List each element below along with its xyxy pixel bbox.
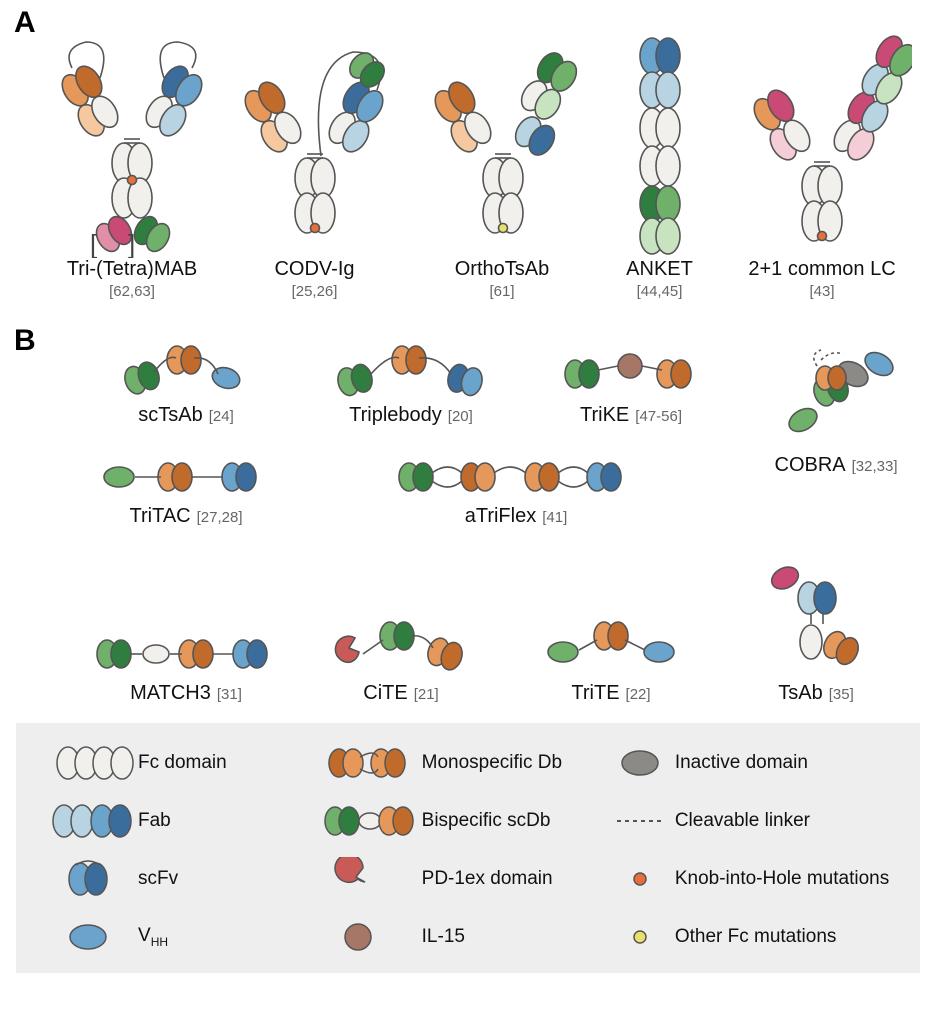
fig-b-3-label: COBRA [775,454,846,476]
fig-a-4: 2+1 common LC [43] [732,28,912,300]
fig-b-3: COBRA [32,33] [736,334,936,477]
fig-a-1-label: CODV-Ig [274,258,354,281]
legend-fab-label: Fab [138,810,171,832]
fig-b-1-ref: [20] [448,408,473,425]
legend-cleavable-label: Cleavable linker [675,810,810,832]
panel-a-letter: A [14,6,36,40]
legend-monodb-icon [312,741,422,785]
fig-b-8-label: TriTE [571,682,619,704]
fig-b-4-label: TriTAC [130,505,191,527]
legend-scfv-icon [38,857,138,901]
fig-a-0: [ ] Tri-(Tetra)MAB [62,63] [52,28,212,300]
legend-fc-label: Fc domain [138,752,227,774]
fig-b-6-ref: [31] [217,686,242,703]
svg-text:]: ] [128,229,135,258]
fig-b-1-label: Triplebody [349,404,442,426]
fig-a-1: CODV-Ig [25,26] [235,28,395,300]
fig-b-5-ref: [41] [542,509,567,526]
legend-knob-label: Knob-into-Hole mutations [675,868,889,890]
fig-b-9-ref: [35] [829,686,854,703]
fig-b-1: Triplebody [20] [296,334,526,427]
fig-a-0-label: Tri-(Tetra)MAB [67,258,197,281]
legend-fab-icon [38,799,138,843]
fig-b-8: TriTE [22] [506,610,716,705]
fig-b-9-label: TsAb [778,682,822,704]
fig-b-7: CiTE [21] [296,610,506,705]
panel-b-letter: B [14,324,36,358]
fig-b-2: TriKE [47-56] [526,334,736,427]
legend-knob-icon [605,857,675,901]
legend-inactive-icon [605,741,675,785]
svg-text:[: [ [90,229,98,258]
legend-cleavable-icon [605,799,675,843]
legend-other-icon [605,915,675,959]
fig-b-4-ref: [27,28] [197,509,243,526]
fig-a-0-ref: [62,63] [109,283,155,300]
legend-biscdb-icon [312,799,422,843]
fig-a-4-ref: [43] [809,283,834,300]
fig-b-5: aTriFlex [41] [296,449,736,528]
fig-a-2-ref: [61] [489,283,514,300]
legend-vhh-icon [38,915,138,959]
fig-b-9: TsAb [35] [716,552,916,705]
legend-il15-label: IL-15 [422,926,465,948]
fig-b-2-label: TriKE [580,404,629,426]
fig-a-3-label: ANKET [626,258,693,281]
legend-monodb-label: Monospecific Db [422,752,562,774]
legend-vhh-label: VHH [138,925,168,949]
legend-scfv-label: scFv [138,868,178,890]
legend-biscdb-label: Bispecific scDb [422,810,551,832]
fig-b-2-ref: [47-56] [635,408,682,425]
legend-fc-icon [38,741,138,785]
fig-a-3-ref: [44,45] [637,283,683,300]
fig-b-8-ref: [22] [626,686,651,703]
legend-box: Fc domain Monospecific Db Inactive domai… [16,723,920,973]
fig-b-0-ref: [24] [209,408,234,425]
fig-a-2-label: OrthoTsAb [455,258,549,281]
fig-b-7-label: CiTE [363,682,407,704]
legend-inactive-label: Inactive domain [675,752,808,774]
fig-a-4-label: 2+1 common LC [748,258,895,281]
fig-b-0: scTsAb [24] [76,334,296,427]
fig-b-5-label: aTriFlex [465,505,536,527]
fig-b-6: MATCH3 [31] [76,626,296,705]
legend-il15-icon [312,915,422,959]
legend-pd1-label: PD-1ex domain [422,868,553,890]
fig-b-0-label: scTsAb [138,404,202,426]
fig-b-6-label: MATCH3 [130,682,211,704]
fig-b-3-ref: [32,33] [852,458,898,475]
fig-a-1-ref: [25,26] [292,283,338,300]
fig-b-7-ref: [21] [414,686,439,703]
fig-b-4: TriTAC [27,28] [76,449,296,528]
fig-a-3: ANKET [44,45] [610,28,710,300]
legend-other-label: Other Fc mutations [675,926,837,948]
legend-pd1-icon [312,857,422,901]
fig-a-2: OrthoTsAb [61] [417,28,587,300]
